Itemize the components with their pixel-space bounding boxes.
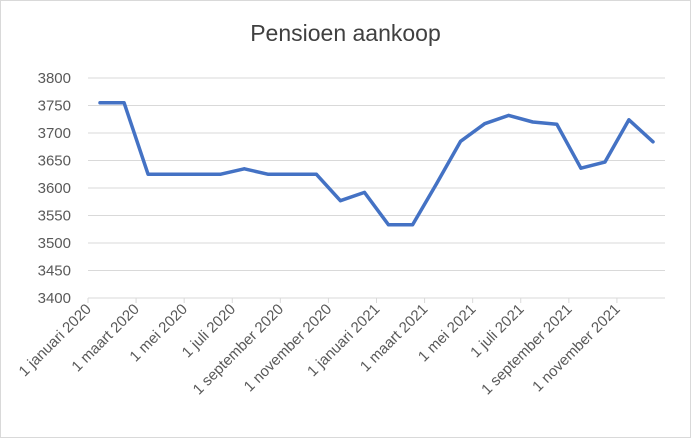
chart-title: Pensioen aankoop bbox=[250, 20, 441, 46]
data-point bbox=[146, 172, 150, 176]
data-point bbox=[531, 120, 535, 124]
x-tick-label: 1 september 2020 bbox=[190, 301, 288, 399]
data-point bbox=[483, 122, 487, 126]
data-point bbox=[314, 172, 318, 176]
y-axis-labels: 3400 3450 3500 3550 3600 3650 3700 3750 3800 bbox=[38, 70, 71, 307]
data-point bbox=[218, 172, 222, 176]
data-point bbox=[627, 118, 631, 122]
data-point bbox=[507, 113, 511, 117]
y-tick-label: 3450 bbox=[38, 263, 71, 280]
data-point bbox=[290, 172, 294, 176]
data-point bbox=[435, 182, 439, 186]
data-point bbox=[122, 101, 126, 105]
y-tick-label: 3650 bbox=[38, 153, 71, 170]
data-point bbox=[603, 160, 607, 164]
x-tick-label: 1 september 2021 bbox=[478, 301, 576, 399]
y-tick-label: 3800 bbox=[38, 70, 71, 87]
x-axis bbox=[87, 297, 665, 303]
series-line bbox=[98, 101, 655, 227]
data-point bbox=[579, 166, 583, 170]
y-tick-label: 3700 bbox=[38, 125, 71, 142]
data-point bbox=[555, 122, 559, 126]
y-tick-label: 3400 bbox=[38, 290, 71, 307]
x-tick-label: 1 november 2021 bbox=[529, 301, 624, 396]
series-layer bbox=[98, 101, 655, 227]
y-tick-label: 3750 bbox=[38, 98, 71, 115]
data-point bbox=[338, 199, 342, 203]
data-point bbox=[387, 223, 391, 227]
data-point bbox=[411, 223, 415, 227]
gridlines bbox=[88, 77, 665, 271]
data-point bbox=[242, 167, 246, 171]
y-tick-label: 3500 bbox=[38, 235, 71, 252]
data-point bbox=[170, 172, 174, 176]
data-point bbox=[194, 172, 198, 176]
data-point bbox=[98, 101, 102, 105]
y-tick-label: 3550 bbox=[38, 208, 71, 225]
data-point bbox=[266, 172, 270, 176]
x-tick-label: 1 november 2020 bbox=[241, 301, 336, 396]
data-point bbox=[362, 190, 366, 194]
y-tick-label: 3600 bbox=[38, 180, 71, 197]
data-point bbox=[651, 140, 655, 144]
data-point bbox=[459, 139, 463, 143]
